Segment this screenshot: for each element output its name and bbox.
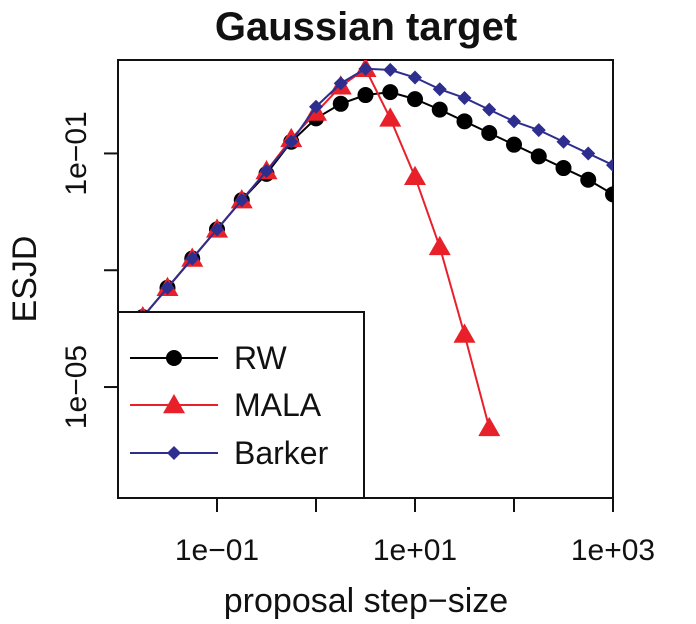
data-point-rw bbox=[407, 91, 423, 108]
legend-label-mala: MALA bbox=[234, 387, 322, 423]
data-point-rw bbox=[605, 186, 613, 203]
data-point-mala bbox=[453, 323, 476, 343]
series-barker bbox=[135, 61, 613, 324]
data-point-rw bbox=[530, 148, 547, 165]
series-line-rw bbox=[141, 91, 613, 318]
data-point-barker bbox=[606, 158, 613, 173]
data-point-barker bbox=[333, 76, 348, 91]
data-point-barker bbox=[210, 222, 224, 237]
x-axis-label: proposal step−size bbox=[224, 582, 508, 620]
series-rw bbox=[134, 84, 613, 325]
data-point-mala bbox=[478, 416, 501, 437]
data-point-barker bbox=[531, 123, 546, 138]
data-point-mala bbox=[404, 165, 426, 186]
y-axis: 1e−01 1e−05 bbox=[60, 111, 118, 429]
legend-label-rw: RW bbox=[234, 340, 288, 376]
chart-title: Gaussian target bbox=[215, 5, 517, 49]
x-tick-label: 1e+03 bbox=[571, 534, 655, 567]
legend-label-barker: Barker bbox=[234, 435, 329, 471]
data-point-mala bbox=[379, 107, 402, 127]
data-point-barker bbox=[581, 146, 596, 161]
y-tick-label: 1e−05 bbox=[60, 345, 93, 429]
data-point-rw bbox=[332, 95, 349, 112]
data-point-rw bbox=[506, 136, 522, 153]
data-point-barker bbox=[284, 134, 299, 149]
data-point-barker bbox=[432, 82, 447, 97]
data-point-barker bbox=[457, 90, 472, 105]
x-axis: 1e−01 1e+01 1e+03 bbox=[175, 498, 655, 567]
y-tick-label: 1e−01 bbox=[60, 111, 93, 195]
y-axis-label: ESJD bbox=[6, 236, 44, 323]
data-point-barker bbox=[234, 193, 249, 208]
data-point-barker bbox=[482, 102, 497, 117]
data-point-barker bbox=[160, 280, 175, 295]
series-line-barker bbox=[141, 67, 613, 318]
data-point-rw bbox=[481, 125, 498, 141]
legend-marker-barker bbox=[167, 446, 181, 460]
legend-marker-mala bbox=[163, 394, 185, 414]
data-point-mala bbox=[428, 235, 451, 256]
data-point-barker bbox=[507, 114, 521, 129]
data-point-barker bbox=[408, 70, 422, 85]
data-point-rw bbox=[580, 171, 597, 188]
x-tick-label: 1e+01 bbox=[373, 534, 457, 567]
data-point-barker bbox=[309, 99, 323, 114]
x-tick-label: 1e−01 bbox=[175, 534, 259, 567]
data-point-barker bbox=[556, 134, 571, 149]
data-point-rw bbox=[357, 87, 374, 104]
data-point-barker bbox=[185, 251, 200, 266]
data-point-barker bbox=[358, 61, 373, 76]
data-point-rw bbox=[382, 84, 399, 101]
legend: RW MALA Barker bbox=[117, 311, 365, 499]
data-point-barker bbox=[259, 163, 274, 178]
data-point-rw bbox=[555, 160, 572, 177]
data-point-barker bbox=[383, 62, 398, 77]
data-point-rw bbox=[456, 113, 473, 130]
legend-marker-rw bbox=[166, 350, 182, 366]
data-point-rw bbox=[431, 101, 448, 118]
